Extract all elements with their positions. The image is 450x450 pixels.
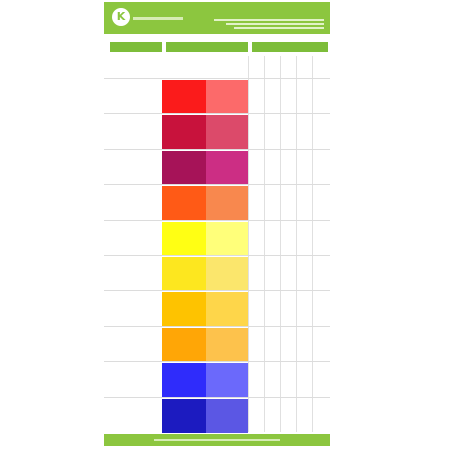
column-property [264, 56, 280, 78]
masstone-swatch [162, 150, 206, 185]
contact-line [226, 23, 324, 25]
section-header-properties [252, 42, 328, 52]
product-row [104, 148, 330, 186]
contact-line [214, 19, 324, 21]
masstone-swatch [162, 221, 206, 256]
tint-swatch [206, 186, 248, 221]
column-property [312, 56, 328, 78]
column-property [280, 56, 296, 78]
masstone-swatch [162, 115, 206, 150]
column-masstone-tint [170, 56, 246, 78]
masstone-swatch [162, 186, 206, 221]
masstone-swatch [162, 398, 206, 433]
masstone-swatch [162, 363, 206, 398]
column-divider [264, 56, 265, 432]
masstone-swatch [162, 292, 206, 327]
masstone-swatch [162, 257, 206, 291]
masstone-swatch [162, 80, 206, 114]
column-divider [280, 56, 281, 432]
tint-swatch [206, 80, 248, 114]
column-property [248, 56, 264, 78]
company-tagline [133, 17, 183, 20]
product-row [104, 255, 330, 292]
tint-swatch [206, 115, 248, 150]
product-row [104, 325, 330, 363]
tint-swatch [206, 292, 248, 327]
product-row [104, 396, 330, 434]
tint-swatch [206, 398, 248, 433]
tint-swatch [206, 327, 248, 362]
tint-swatch [206, 257, 248, 291]
product-row [104, 219, 330, 257]
product-row [104, 184, 330, 221]
footer-bar [104, 434, 330, 446]
column-divider [312, 56, 313, 432]
section-header-product [110, 42, 162, 52]
tint-swatch [206, 363, 248, 398]
contact-line [234, 27, 324, 29]
product-row [104, 361, 330, 398]
company-logo: K [112, 8, 130, 26]
column-property [296, 56, 312, 78]
product-row [104, 290, 330, 327]
section-header-color [166, 42, 248, 52]
footer-text [154, 439, 280, 441]
product-sheet: K [104, 2, 330, 446]
product-row [104, 78, 330, 115]
column-divider [296, 56, 297, 432]
column-divider [248, 56, 249, 432]
masstone-swatch [162, 327, 206, 362]
header-banner: K [104, 2, 330, 34]
tint-swatch [206, 221, 248, 256]
product-row [104, 113, 330, 150]
tint-swatch [206, 150, 248, 185]
